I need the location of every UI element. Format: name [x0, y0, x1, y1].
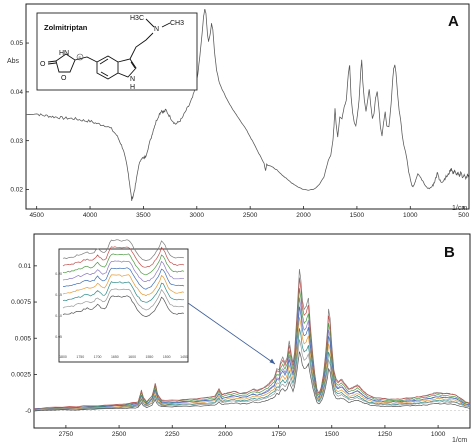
panel-a-x-tick-label: 2000 [296, 212, 311, 219]
structure-inset: Zolmitriptan H3C N CH3 O HN O N H S [36, 12, 198, 91]
panel-b-series [33, 269, 471, 412]
panel-a: A Abs 1/cm 4500 4000 3500 3000 2500 2000 1500 1… [7, 3, 470, 219]
atom-o-carbonyl: O [40, 61, 46, 68]
zoom-inset-x-tick-label: 1650 [111, 355, 119, 359]
panel-b-series-line [33, 277, 471, 409]
structure-inset-frame [36, 12, 198, 91]
zoom-inset-x-tick-label: 1700 [94, 355, 102, 359]
panel-a-x-tick-label: 1000 [403, 212, 418, 219]
benzene-inner-bonds [99, 58, 109, 77]
zoom-inset-y-tick-label: 0.10 [55, 314, 62, 318]
panel-b: B 1/cm 2750 2500 2250 2000 1750 1500 1250 1000 -… [11, 233, 471, 444]
panel-a-series-line [25, 8, 470, 201]
methylene-bridge [74, 56, 98, 63]
zoom-inset-x-tick-label: 1550 [146, 355, 154, 359]
zoom-inset-x-tick-label: 1450 [180, 355, 188, 359]
zoom-inset-ticks: 1800 1750 1700 1650 1600 1550 1500 1450 0.20 0.15… [55, 272, 188, 359]
pyrrole-double-bond [130, 61, 136, 69]
panel-a-label: A [448, 13, 459, 30]
zoom-inset-series-line [62, 246, 185, 268]
panel-b-series-line [33, 351, 470, 412]
zoom-inset-series-line [62, 288, 185, 311]
panel-a-y-tick-label: 0.04 [10, 89, 23, 96]
compound-name: Zolmitriptan [44, 23, 88, 32]
panel-b-series-line [33, 339, 471, 411]
panel-b-x-tick-label: 1250 [378, 431, 393, 438]
zoom-inset-series-line [62, 274, 185, 297]
zoom-inset-series-line [62, 260, 184, 282]
panel-a-y-tick-label: 0.02 [10, 187, 23, 194]
stereocenter-mark [76, 53, 84, 61]
molecule-drawing [47, 18, 171, 80]
panel-b-x-tick-label: 2250 [165, 431, 180, 438]
panel-a-y-tick-label: 0.05 [10, 40, 23, 47]
panel-a-x-tick-label: 3500 [136, 212, 151, 219]
panel-a-axes: 4500 4000 3500 3000 2500 2000 1500 1000 500 0.02 0… [10, 40, 469, 219]
zoom-inset: 1800 1750 1700 1650 1600 1550 1500 1450 0.20 0.15… [55, 239, 276, 365]
panel-a-x-tick-label: 500 [458, 212, 469, 219]
panel-b-x-tick-label: 1750 [271, 431, 286, 438]
panel-a-x-tick-label: 4000 [83, 212, 98, 219]
carbonyl-bond [47, 60, 57, 65]
panel-a-ylabel: Abs [7, 58, 20, 65]
panel-a-x-tick-label: 3000 [190, 212, 205, 219]
zoom-inset-series-line [62, 267, 185, 290]
panel-b-x-tick-label: 2000 [218, 431, 233, 438]
zoom-inset-x-tick-label: 1500 [163, 355, 171, 359]
panel-b-y-tick-label: 0.01 [18, 263, 31, 270]
panel-b-y-tick-label: -0 [25, 408, 31, 415]
panel-b-series-line [33, 288, 471, 410]
zoom-inset-series-line [62, 239, 185, 261]
zoom-inset-lines [62, 239, 185, 317]
zoom-inset-series-line [62, 295, 185, 317]
panel-b-label: B [444, 244, 455, 261]
atom-h3c: H3C [130, 15, 144, 22]
zoom-inset-x-tick-label: 1800 [59, 355, 67, 359]
zoom-inset-series-line [62, 281, 185, 303]
zoom-inset-y-tick-label: 0.15 [55, 293, 62, 297]
zoom-inset-x-tick-label: 1750 [76, 355, 84, 359]
panel-b-x-tick-label: 2750 [59, 431, 74, 438]
atom-n-indole: N [130, 76, 135, 83]
n-methyl-bonds [145, 18, 171, 28]
zoom-inset-series-line [62, 253, 185, 276]
pyrrole-ring [117, 58, 137, 78]
zoom-connector-arrow [187, 302, 276, 365]
panel-b-y-tick-label: 0.0075 [11, 299, 31, 306]
panel-b-y-tick-label: 0.0025 [11, 372, 31, 379]
atom-ch3: CH3 [170, 20, 184, 27]
panel-b-series-line [33, 297, 471, 411]
panel-b-x-tick-label: 1000 [431, 431, 446, 438]
panel-b-series-line [33, 317, 471, 411]
zoom-inset-y-tick-label: 0.20 [55, 272, 62, 276]
atom-n-amine: N [154, 26, 159, 33]
panel-b-axes: 2750 2500 2250 2000 1750 1500 1250 1000 -0 0.0025… [11, 263, 470, 438]
panel-b-y-tick-label: 0.005 [15, 335, 32, 342]
panel-b-series-line [33, 306, 471, 410]
panel-a-xunit: 1/cm [452, 205, 467, 212]
panel-a-y-tick-label: 0.03 [10, 138, 23, 145]
atom-o-ring: O [61, 75, 67, 82]
panel-b-x-tick-label: 1500 [325, 431, 340, 438]
zoom-connector-arrowhead [269, 358, 275, 364]
oxazolidinone-ring [55, 53, 76, 73]
panel-b-xunit: 1/cm [452, 437, 467, 444]
ethyl-chain [129, 32, 154, 60]
panel-b-x-tick-label: 2500 [112, 431, 127, 438]
stereocenter-label: S [78, 55, 81, 60]
panel-a-x-tick-label: 2500 [243, 212, 258, 219]
panel-a-x-tick-label: 4500 [29, 212, 44, 219]
zoom-inset-x-tick-label: 1600 [128, 355, 136, 359]
atom-h-indole: H [130, 84, 135, 91]
panel-a-x-tick-label: 1500 [350, 212, 365, 219]
zoom-inset-y-tick-label: 0.05 [55, 335, 62, 339]
atom-hn: HN [59, 50, 69, 57]
